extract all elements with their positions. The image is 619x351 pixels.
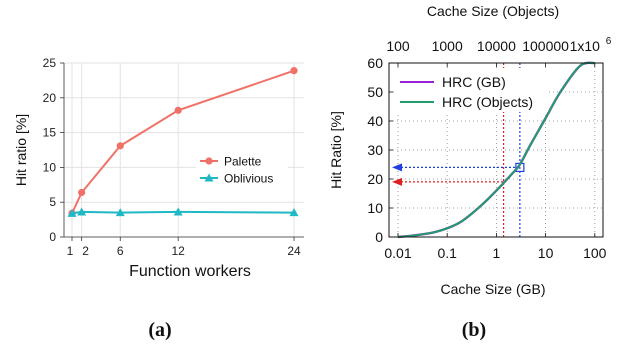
legend-marker-oblivious xyxy=(204,173,214,182)
legend-marker-palette xyxy=(205,157,213,165)
chart-a-xtick-label: 2 xyxy=(82,244,89,258)
figure-label-b: (b) xyxy=(462,319,486,341)
chart-b-ytick-label: 20 xyxy=(367,171,383,187)
chart-a-ytick-label: 5 xyxy=(49,195,56,209)
legend-label-hrc-gb: HRC (GB) xyxy=(442,74,506,90)
data-point-oblivious xyxy=(67,208,77,217)
series-line-hrc-objects xyxy=(397,61,595,238)
chart-b-x2tick-label: 100 xyxy=(386,38,410,54)
chart-b-xtick-label: 0.01 xyxy=(384,245,411,261)
chart-a-xtick-label: 12 xyxy=(171,244,185,258)
chart-a: 0 5 10 15 20 25 1 2 6 12 24 Function workers Hit r… xyxy=(13,56,304,341)
chart-b-x2tick-exponent: 6 xyxy=(606,36,612,47)
chart-b-xlabel: Cache Size (GB) xyxy=(440,281,545,297)
chart-b-ytick-label: 50 xyxy=(367,84,383,100)
chart-b-xtick-label: 0.1 xyxy=(437,245,457,261)
chart-b-ticks: 0 10 20 30 40 50 60 0.01 100 0.1 1000 1 10000 10 10000… xyxy=(367,36,611,261)
legend-label-palette: Palette xyxy=(224,155,262,169)
chart-b-xtick-label: 100 xyxy=(583,245,607,261)
data-point-oblivious xyxy=(173,207,183,216)
chart-b-legend: HRC (GB) HRC (Objects) xyxy=(394,68,548,112)
data-point-palette xyxy=(290,67,298,75)
chart-b-xtick-label: 10 xyxy=(538,245,554,261)
chart-a-legend: Palette Oblivious xyxy=(196,153,288,186)
chart-b-ylabel: Hit Ratio [%] xyxy=(328,111,344,189)
chart-b-x2tick-label: 1x10 xyxy=(570,38,601,54)
chart-b-x2tick-label: 1000 xyxy=(432,38,463,54)
chart-b-ytick-label: 60 xyxy=(367,55,383,71)
chart-b-x2tick-label: 10000 xyxy=(477,38,516,54)
chart-b-xtick-label: 1 xyxy=(493,245,501,261)
data-point-oblivious xyxy=(289,208,299,217)
chart-a-xtick-label: 6 xyxy=(117,244,124,258)
chart-a-series xyxy=(67,67,299,217)
data-point-oblivious xyxy=(77,207,87,216)
chart-a-xlabel: Function workers xyxy=(129,263,251,280)
chart-a-ytick-label: 20 xyxy=(43,91,57,105)
chart-a-ticks: 0 5 10 15 20 25 1 2 6 12 24 xyxy=(43,56,301,258)
annotation-arrow-1 xyxy=(392,163,402,172)
chart-a-ytick-label: 0 xyxy=(49,230,56,244)
chart-b-series xyxy=(397,61,596,239)
chart-a-xtick-label: 24 xyxy=(287,244,301,258)
chart-a-ytick-label: 15 xyxy=(43,126,57,140)
annotation-arrow-0 xyxy=(392,177,402,186)
chart-b-x2label: Cache Size (Objects) xyxy=(427,3,559,19)
chart-b-x2tick-label: 100000 xyxy=(522,38,569,54)
legend-label-hrc-objects: HRC (Objects) xyxy=(442,94,533,110)
legend-label-oblivious: Oblivious xyxy=(224,172,273,186)
chart-b-ytick-label: 40 xyxy=(367,113,383,129)
chart-a-ylabel: Hit ratio [%] xyxy=(13,114,29,186)
figure-label-a: (a) xyxy=(148,319,171,341)
chart-b-ytick-label: 30 xyxy=(367,142,383,158)
data-point-palette xyxy=(78,188,86,197)
chart-a-ytick-label: 25 xyxy=(43,56,57,70)
chart-b-ytick-label: 0 xyxy=(375,229,383,245)
data-point-palette xyxy=(116,142,124,150)
data-point-oblivious xyxy=(115,208,125,217)
chart-a-ytick-label: 10 xyxy=(43,160,57,174)
data-point-palette xyxy=(174,106,182,114)
chart-b-ytick-label: 10 xyxy=(367,200,383,216)
chart-a-xtick-label: 1 xyxy=(67,244,74,258)
chart-b: 0 10 20 30 40 50 60 0.01 100 0.1 1000 1 10000 10 10000… xyxy=(328,3,612,341)
